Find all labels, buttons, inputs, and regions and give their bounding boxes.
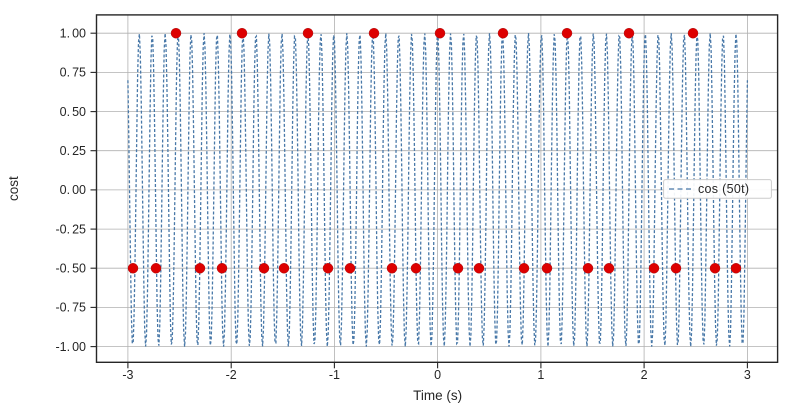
svg-text:cost: cost (6, 176, 21, 201)
svg-text:1: 1 (537, 368, 544, 382)
svg-text:1.00: 1. 00 (60, 27, 86, 41)
svg-text:-2: -2 (226, 368, 237, 382)
svg-text:Time (s): Time (s) (413, 388, 462, 403)
svg-text:0.00: 0. 00 (60, 183, 86, 197)
svg-text:0.50: 0. 50 (60, 105, 86, 119)
svg-text:-1.00: -1. 00 (56, 340, 87, 354)
svg-text:2: 2 (641, 368, 648, 382)
svg-text:-1: -1 (329, 368, 340, 382)
svg-text:0: 0 (434, 368, 441, 382)
svg-text:-0.25: -0. 25 (56, 222, 87, 236)
svg-text:3: 3 (744, 368, 751, 382)
svg-text:cos (50t): cos (50t) (698, 182, 749, 196)
svg-text:0.25: 0. 25 (60, 144, 86, 158)
svg-text:-0.50: -0. 50 (56, 262, 87, 276)
svg-text:-3: -3 (122, 368, 133, 382)
svg-text:-0.75: -0. 75 (56, 301, 87, 315)
svg-text:0.75: 0. 75 (60, 66, 86, 80)
